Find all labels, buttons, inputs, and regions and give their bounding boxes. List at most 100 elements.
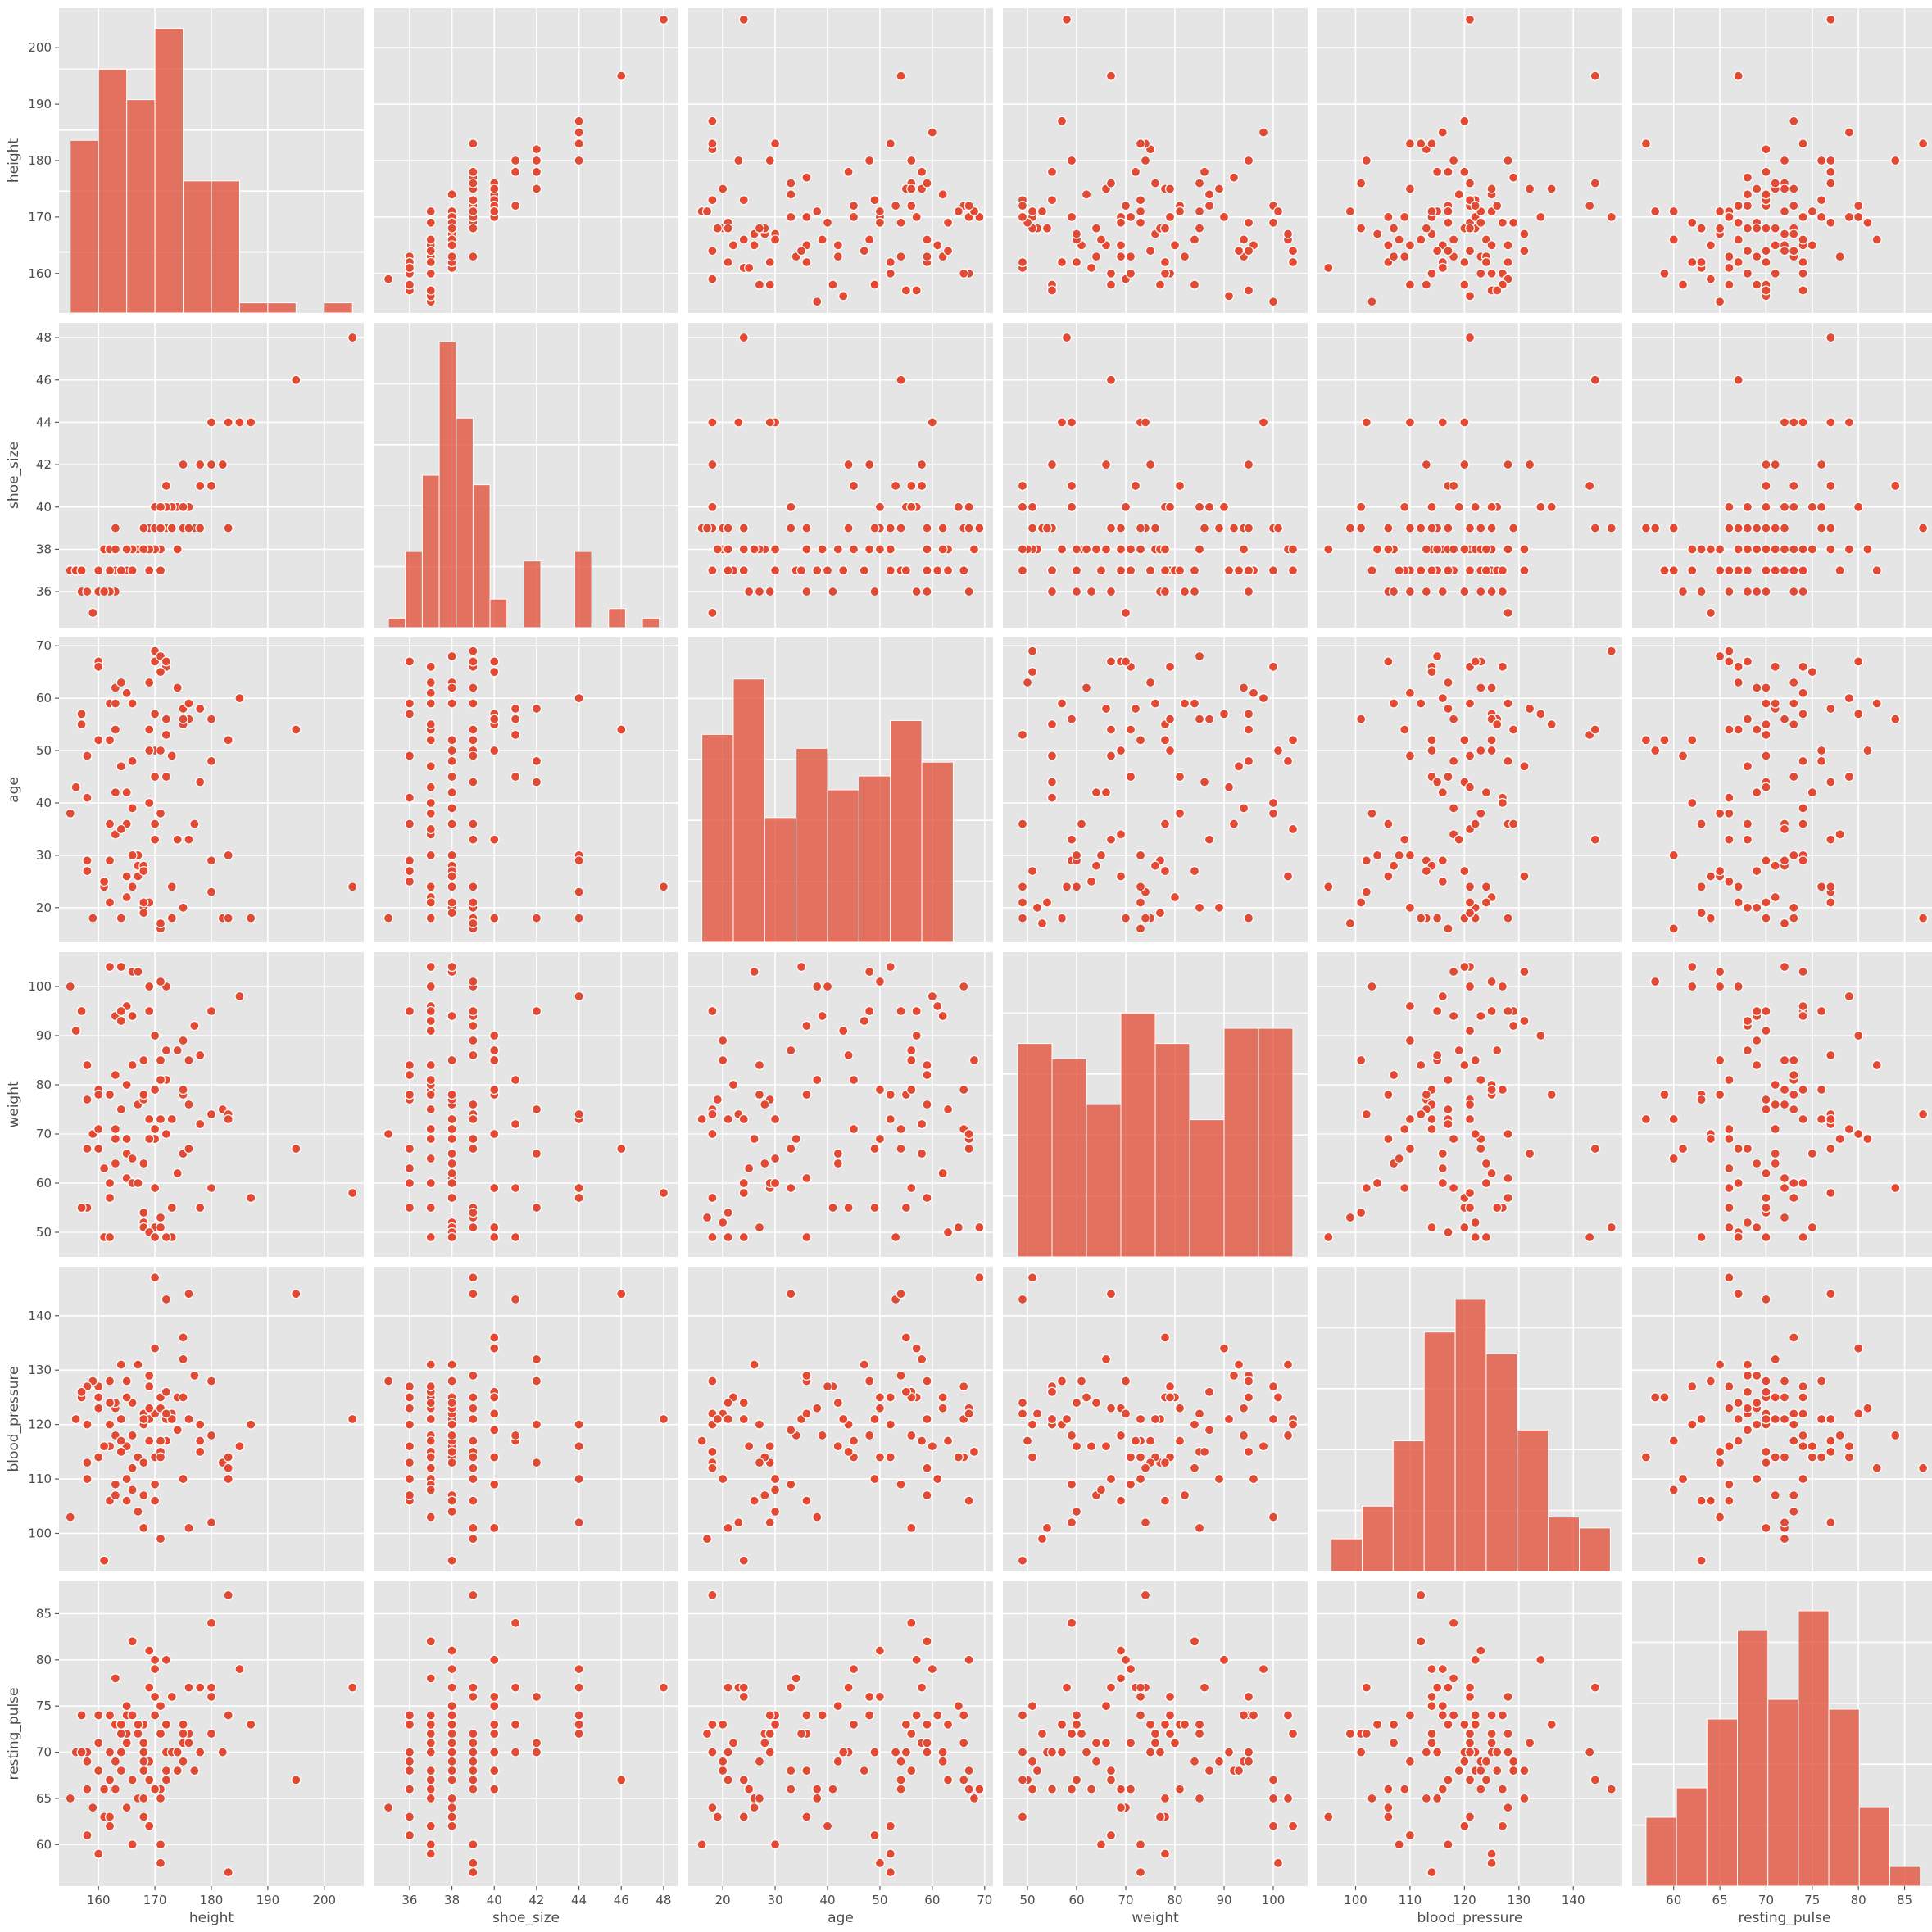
scatter-point-resting_pulse-vs-age [1816, 882, 1827, 892]
scatter-point-age-vs-resting_pulse [749, 1803, 760, 1813]
scatter-point-resting_pulse-vs-height [1733, 234, 1744, 245]
scatter-point-height-vs-weight [206, 1005, 217, 1017]
scatter-point-weight-vs-height [1145, 246, 1156, 256]
scatter-point-age-vs-blood_pressure [718, 1473, 728, 1485]
scatter-point-resting_pulse-vs-shoe_size [1890, 480, 1901, 492]
scatter-point-blood_pressure-vs-shoe_size [1421, 544, 1431, 555]
scatter-point-weight-vs-shoe_size [1017, 565, 1028, 576]
scatter-point-shoe_size-vs-age [468, 897, 478, 908]
scatter-point-weight-vs-resting_pulse [1135, 1839, 1146, 1850]
scatter-point-shoe_size-vs-age [425, 698, 436, 709]
scatter-point-height-vs-age [184, 698, 194, 709]
scatter-point-weight-vs-age [1189, 698, 1200, 709]
scatter-point-blood_pressure-vs-weight [1481, 1177, 1492, 1189]
scatter-point-height-vs-resting_pulse [138, 1756, 149, 1766]
x-tick-label: 140 [1562, 1893, 1585, 1907]
scatter-point-shoe_size-vs-weight [404, 1089, 415, 1100]
scatter-point-age-vs-height [754, 223, 765, 234]
scatter-point-age-vs-blood_pressure [885, 1419, 896, 1430]
scatter-point-weight-vs-shoe_size [1046, 565, 1058, 576]
scatter-point-age-vs-shoe_size [906, 480, 917, 492]
scatter-point-height-vs-age [144, 677, 155, 688]
scatter-point-resting_pulse-vs-blood_pressure [1724, 1441, 1735, 1452]
scatter-point-age-vs-resting_pulse [728, 1738, 739, 1748]
scatter-point-weight-vs-blood_pressure [1086, 1441, 1097, 1452]
scatter-point-weight-vs-height [1189, 279, 1200, 290]
scatter-point-resting_pulse-vs-blood_pressure [1816, 1376, 1827, 1386]
scatter-point-weight-vs-age [1027, 667, 1038, 678]
scatter-point-age-vs-blood_pressure [964, 1495, 974, 1506]
scatter-point-resting_pulse-vs-blood_pressure [1742, 1403, 1753, 1413]
scatter-point-shoe_size-vs-resting_pulse [447, 1756, 457, 1766]
scatter-point-blood_pressure-vs-resting_pulse [1459, 1719, 1470, 1730]
scatter-point-weight-vs-age [1076, 819, 1087, 829]
scatter-point-weight-vs-height [1115, 217, 1127, 228]
y-tick-label: 70 [36, 638, 52, 653]
y-axis-label-height: height [6, 138, 22, 184]
scatter-point-blood_pressure-vs-weight [1459, 1059, 1470, 1071]
scatter-point-height-vs-weight [184, 1054, 194, 1066]
scatter-point-age-vs-blood_pressure [885, 1452, 896, 1463]
scatter-point-weight-vs-blood_pressure [1228, 1370, 1240, 1381]
scatter-point-age-vs-resting_pulse [896, 1756, 906, 1766]
panel-age-vs-weight [1003, 637, 1308, 942]
scatter-point-shoe_size-vs-blood_pressure [447, 1359, 457, 1370]
scatter-point-blood_pressure-vs-resting_pulse [1508, 1765, 1519, 1776]
scatter-point-resting_pulse-vs-age [1668, 850, 1679, 860]
scatter-point-resting_pulse-vs-weight [1862, 1133, 1873, 1145]
scatter-point-weight-vs-shoe_size [1159, 565, 1171, 576]
scatter-point-age-vs-weight [937, 1168, 948, 1179]
scatter-point-blood_pressure-vs-age [1524, 703, 1535, 714]
scatter-point-age-vs-resting_pulse [968, 1793, 980, 1804]
scatter-point-weight-vs-blood_pressure [1164, 1381, 1176, 1392]
scatter-point-height-vs-shoe_size [99, 586, 110, 597]
scatter-point-weight-vs-age [1164, 661, 1176, 672]
scatter-point-blood_pressure-vs-age [1503, 913, 1513, 923]
scatter-point-shoe_size-vs-age [425, 882, 436, 892]
scatter-point-shoe_size-vs-age [468, 918, 478, 929]
scatter-point-height-vs-resting_pulse [121, 1701, 132, 1712]
scatter-point-age-vs-shoe_size [896, 523, 906, 533]
scatter-point-age-vs-resting_pulse [911, 1654, 922, 1665]
scatter-point-shoe_size-vs-age [510, 703, 521, 714]
scatter-point-shoe_size-vs-resting_pulse [447, 1803, 457, 1813]
scatter-point-age-vs-resting_pulse [959, 1710, 969, 1721]
scatter-point-blood_pressure-vs-shoe_size [1416, 565, 1426, 576]
scatter-point-blood_pressure-vs-weight [1503, 1192, 1513, 1204]
scatter-point-weight-vs-blood_pressure [1066, 1479, 1077, 1490]
scatter-point-height-vs-age [150, 834, 161, 845]
scatter-point-blood_pressure-vs-shoe_size [1383, 544, 1394, 555]
scatter-point-weight-vs-shoe_size [1115, 565, 1127, 576]
scatter-point-blood_pressure-vs-shoe_size [1481, 565, 1492, 576]
scatter-point-weight-vs-height [1243, 246, 1254, 256]
scatter-point-weight-vs-blood_pressure [1145, 1435, 1156, 1446]
scatter-point-resting_pulse-vs-weight [1752, 1035, 1762, 1046]
scatter-point-age-vs-resting_pulse [764, 1747, 775, 1757]
scatter-point-height-vs-blood_pressure [291, 1289, 302, 1299]
scatter-point-shoe_size-vs-age [425, 761, 436, 772]
scatter-point-weight-vs-age [1100, 787, 1112, 798]
scatter-point-shoe_size-vs-height [531, 184, 542, 194]
scatter-point-age-vs-resting_pulse [864, 1710, 875, 1721]
scatter-point-weight-vs-resting_pulse [1272, 1857, 1284, 1868]
scatter-point-resting_pulse-vs-weight [1770, 1099, 1780, 1110]
scatter-point-age-vs-shoe_size [885, 565, 896, 576]
y-tick-label: 48 [36, 330, 52, 345]
panel-blood_pressure-vs-blood_pressure [1317, 1267, 1622, 1572]
scatter-point-weight-vs-resting_pulse [1076, 1728, 1087, 1739]
scatter-point-age-vs-height [874, 217, 886, 228]
histogram-bar-resting_pulse [1676, 1787, 1708, 1887]
scatter-point-weight-vs-age [1115, 745, 1127, 756]
scatter-point-age-vs-weight [922, 1099, 932, 1110]
scatter-point-height-vs-blood_pressure [178, 1332, 188, 1343]
scatter-point-shoe_size-vs-blood_pressure [404, 1419, 415, 1430]
scatter-point-height-vs-weight [206, 1182, 217, 1194]
x-tick-label: 40 [487, 1893, 502, 1907]
scatter-point-age-vs-shoe_size [959, 565, 969, 576]
y-tick-label: 75 [36, 1698, 52, 1713]
scatter-point-weight-vs-blood_pressure [1140, 1517, 1151, 1528]
scatter-point-height-vs-blood_pressure [161, 1386, 171, 1397]
x-tick-label: 48 [655, 1893, 671, 1907]
scatter-point-blood_pressure-vs-weight [1464, 1113, 1476, 1125]
scatter-point-shoe_size-vs-weight [468, 1099, 478, 1110]
